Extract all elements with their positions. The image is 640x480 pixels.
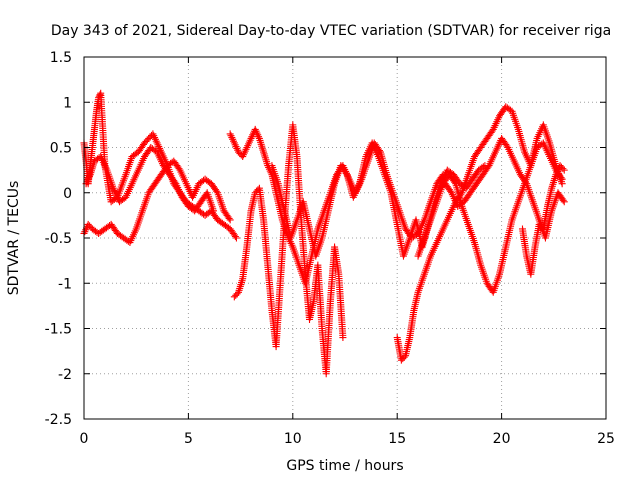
y-tick-label: -2.5 [45,412,72,428]
series-track-a [80,89,240,242]
series-track-h [414,139,566,296]
chart-title: Day 343 of 2021, Sidereal Day-to-day VTE… [51,23,611,39]
y-axis-label: SDTVAR / TECUs [6,181,22,296]
data-point [559,196,567,204]
data-point [558,175,566,183]
data-point [560,198,568,206]
series-track-b [80,157,234,247]
data-point [560,166,568,174]
y-tick-label: -2 [58,367,72,383]
data-point [226,216,234,224]
x-tick-label: 10 [284,431,302,447]
axis-ticks: -2.5 -2 -1.5 -1 -0.5 0 0.5 1 1.5 0 5 10 15 20 25 [45,50,615,447]
series-track-c [82,144,217,215]
series-track-i [435,134,568,242]
data-point [400,353,408,361]
data-point [225,214,233,222]
x-tick-label: 15 [388,431,406,447]
data-point [95,92,103,100]
data-point [522,178,530,186]
data-point [232,234,240,242]
y-tick-label: -1.5 [45,322,72,338]
data-point [451,178,459,186]
data-point [559,165,567,173]
y-tick-label: 0.5 [50,141,72,157]
x-tick-label: 25 [597,431,615,447]
data-point [557,174,565,182]
data-point [209,207,217,215]
y-tick-label: 1.5 [50,50,72,66]
x-tick-label: 0 [80,431,89,447]
y-tick-label: 1 [63,95,72,111]
y-tick-label: -0.5 [45,231,72,247]
y-tick-label: 0 [63,186,72,202]
data-points [80,89,568,378]
data-point [342,169,350,177]
data-point [231,232,239,240]
data-point [213,187,221,195]
series-track-j [518,162,568,278]
data-point [339,334,347,342]
x-tick-label: 5 [184,431,193,447]
x-axis-label: GPS time / hours [286,458,403,474]
x-tick-label: 20 [493,431,511,447]
y-tick-label: -1 [58,276,72,292]
